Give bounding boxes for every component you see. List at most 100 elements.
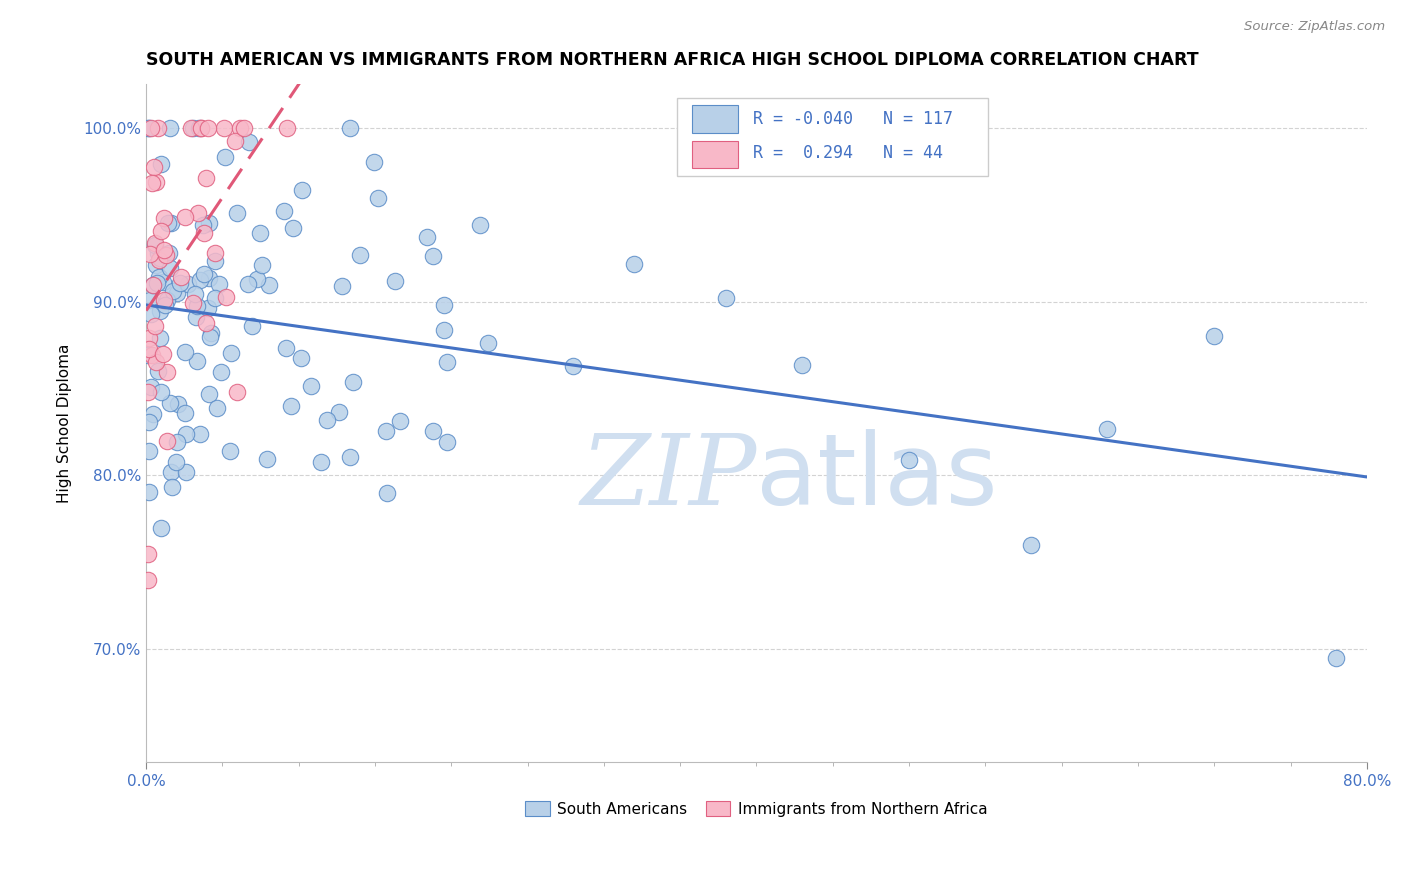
Point [167,397,190,411]
Point [195,316,218,330]
Point [174,427,197,442]
Point [141,348,163,362]
Point [141,380,163,394]
Point [149,251,172,265]
Point [141,176,163,190]
Point [468,218,491,232]
Point [422,424,444,438]
Point [240,319,263,334]
Text: ZIP: ZIP [581,430,756,525]
Point [339,120,361,135]
Point [193,226,215,240]
FancyBboxPatch shape [678,98,988,176]
Point [229,120,252,135]
Point [153,293,176,307]
Text: Source: ZipAtlas.com: Source: ZipAtlas.com [1244,20,1385,33]
Point [181,295,204,310]
Point [436,434,458,449]
Point [138,343,160,357]
Point [190,120,212,135]
Bar [692,105,738,133]
Point [207,401,229,415]
Point [416,229,439,244]
Point [375,485,398,500]
Point [562,359,585,373]
Point [159,261,181,276]
Point [281,220,304,235]
Point [150,224,173,238]
Point [142,407,165,421]
Point [190,427,212,442]
Point [367,190,389,204]
Point [186,299,208,313]
Point [225,206,247,220]
Point [160,465,183,479]
Point [174,465,197,479]
Point [238,136,260,150]
Point [169,277,191,291]
Point [273,203,295,218]
Point [174,406,197,420]
Point [226,384,249,399]
Point [422,249,444,263]
Point [143,237,166,252]
Point [363,155,385,169]
Point [384,274,406,288]
Point [188,273,211,287]
Point [197,120,219,135]
Point [139,293,162,307]
Point [433,298,456,312]
Point [138,120,160,135]
Point [389,413,412,427]
Point [156,216,179,230]
Point [290,351,312,365]
Point [898,453,921,467]
Point [148,270,170,285]
Point [208,277,231,292]
Point [190,120,212,135]
Point [152,275,174,289]
Point [139,247,162,261]
Point [276,120,298,135]
Point [181,120,204,135]
Point [141,120,163,135]
Point [150,521,173,535]
Point [156,365,179,379]
Point [291,183,314,197]
Text: atlas: atlas [756,429,998,526]
Point [184,310,207,324]
Point [1324,651,1347,665]
Point [191,219,214,233]
Point [1097,422,1119,436]
Point [143,236,166,251]
Point [145,355,167,369]
Point [477,336,499,351]
Point [142,277,165,292]
Point [233,120,256,135]
Point [197,301,219,315]
Point [166,434,188,449]
Point [143,318,166,333]
Bar [692,141,738,168]
Point [195,170,218,185]
Point [159,120,181,135]
Point [146,364,169,378]
Point [315,413,337,427]
Point [209,366,232,380]
Point [146,246,169,260]
Point [152,347,174,361]
Point [136,573,159,587]
Point [138,444,160,458]
Point [183,287,205,301]
Point [349,248,371,262]
Point [274,341,297,355]
Point [152,211,174,225]
Point [188,120,211,135]
Point [342,375,364,389]
Point [1204,329,1226,343]
Point [148,252,170,267]
Point [153,243,176,257]
Point [280,399,302,413]
Point [145,175,167,189]
Y-axis label: High School Diploma: High School Diploma [58,343,72,503]
